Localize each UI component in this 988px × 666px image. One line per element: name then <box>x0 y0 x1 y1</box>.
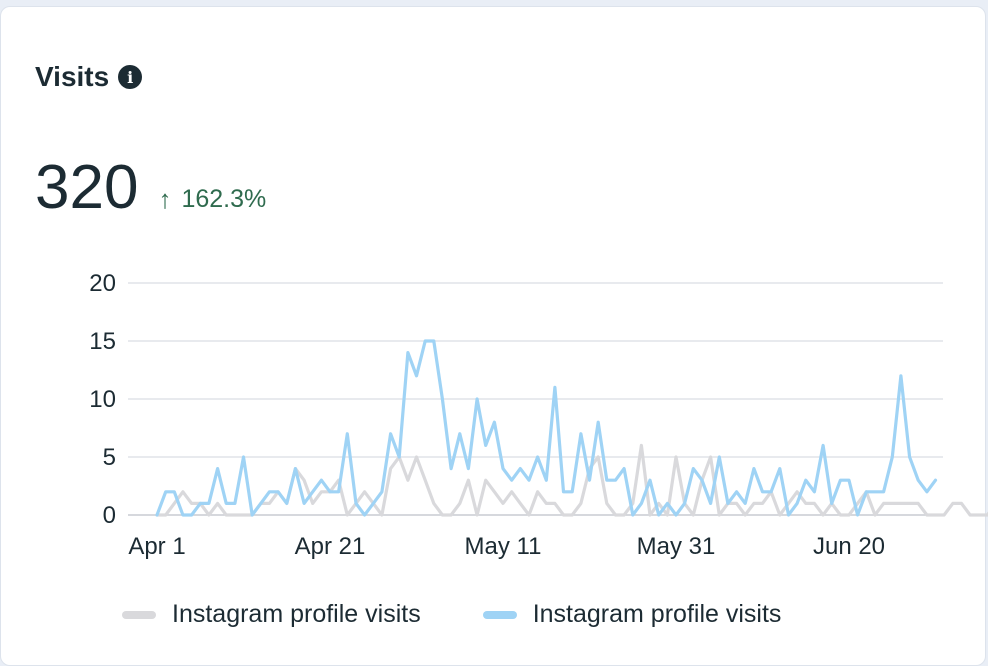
arrow-up-icon: ↑ <box>158 184 172 214</box>
card-header: Visits i <box>35 61 143 93</box>
legend-item-series-1[interactable]: Instagram profile visits <box>122 600 421 629</box>
info-icon[interactable]: i <box>118 65 143 89</box>
series-line-2 <box>155 339 938 517</box>
x-tick-label: Apr 21 <box>295 533 366 560</box>
legend-swatch-series-1 <box>122 610 156 619</box>
x-tick-label: Jun 20 <box>813 533 885 560</box>
metric-value: 320 <box>35 153 139 222</box>
y-tick-label: 0 <box>103 502 116 529</box>
chart-legend: Instagram profile visits Instagram profi… <box>122 600 781 629</box>
legend-label-series-1: Instagram profile visits <box>172 600 421 628</box>
visits-card: Visits i 320 ↑ 162.3% <box>0 6 986 666</box>
x-tick-label: May 31 <box>637 533 716 560</box>
y-tick-label: 10 <box>89 386 116 413</box>
y-tick-label: 15 <box>89 328 116 355</box>
legend-swatch-series-2 <box>482 610 517 619</box>
delta-indicator: ↑ 162.3% <box>158 184 266 215</box>
y-tick-label: 5 <box>103 444 116 471</box>
x-tick-label: Apr 1 <box>128 533 185 560</box>
legend-item-series-2[interactable]: Instagram profile visits <box>482 600 782 629</box>
y-tick-label: 20 <box>89 270 116 297</box>
metric-summary: 320 ↑ 162.3% <box>35 157 266 219</box>
delta-percent: 162.3% <box>181 185 267 213</box>
legend-label-series-2: Instagram profile visits <box>532 600 782 628</box>
card-title: Visits <box>35 61 110 92</box>
x-tick-label: May 11 <box>465 533 542 560</box>
